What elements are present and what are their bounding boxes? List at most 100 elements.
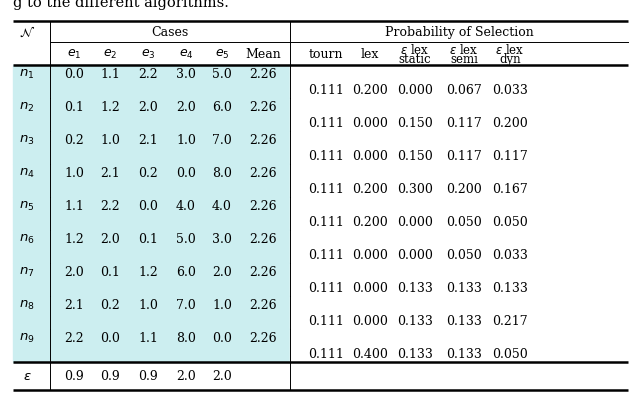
- Text: $\epsilon$ lex: $\epsilon$ lex: [495, 43, 525, 57]
- Text: 0.111: 0.111: [308, 249, 344, 262]
- Text: 0.033: 0.033: [492, 249, 528, 262]
- Text: 0.0: 0.0: [212, 331, 232, 344]
- Text: 1.0: 1.0: [64, 166, 84, 179]
- Text: 0.133: 0.133: [397, 315, 433, 328]
- Bar: [290, 296, 628, 329]
- Bar: [290, 329, 628, 362]
- Text: $n_3$: $n_3$: [19, 133, 35, 146]
- Text: 0.133: 0.133: [397, 281, 433, 294]
- Bar: [13, 329, 290, 362]
- Text: $n_2$: $n_2$: [19, 101, 35, 114]
- Text: 0.000: 0.000: [397, 84, 433, 97]
- Text: 0.111: 0.111: [308, 281, 344, 294]
- Text: 0.000: 0.000: [352, 117, 388, 130]
- Text: 0.050: 0.050: [492, 216, 528, 229]
- Text: 4.0: 4.0: [176, 199, 196, 212]
- Text: tourn: tourn: [308, 48, 343, 61]
- Text: 0.133: 0.133: [446, 281, 482, 294]
- Text: 0.150: 0.150: [397, 150, 433, 163]
- Text: 0.200: 0.200: [352, 84, 388, 97]
- Text: $n_7$: $n_7$: [19, 265, 35, 278]
- Text: 8.0: 8.0: [176, 331, 196, 344]
- Text: 0.117: 0.117: [446, 150, 482, 163]
- Text: $n_5$: $n_5$: [19, 199, 35, 212]
- Text: 2.0: 2.0: [100, 232, 120, 245]
- Text: 6.0: 6.0: [212, 101, 232, 113]
- Text: 0.0: 0.0: [100, 331, 120, 344]
- Text: 2.0: 2.0: [212, 370, 232, 382]
- Text: g to the different algorithms.: g to the different algorithms.: [13, 0, 229, 10]
- Bar: [290, 230, 628, 263]
- Text: 0.0: 0.0: [176, 166, 196, 179]
- Text: 2.2: 2.2: [64, 331, 84, 344]
- Bar: [290, 132, 628, 164]
- Text: 7.0: 7.0: [176, 298, 196, 311]
- Text: 0.2: 0.2: [64, 133, 84, 146]
- Bar: [290, 66, 628, 99]
- Bar: [290, 99, 628, 132]
- Text: 1.0: 1.0: [138, 298, 158, 311]
- Text: 2.26: 2.26: [249, 331, 277, 344]
- Text: 0.050: 0.050: [446, 216, 482, 229]
- Text: 0.000: 0.000: [352, 315, 388, 328]
- Text: 0.111: 0.111: [308, 347, 344, 360]
- Text: 1.0: 1.0: [100, 133, 120, 146]
- Text: 3.0: 3.0: [212, 232, 232, 245]
- Text: $n_8$: $n_8$: [19, 298, 35, 311]
- Text: 0.1: 0.1: [100, 265, 120, 278]
- Text: 0.111: 0.111: [308, 183, 344, 196]
- Text: 2.26: 2.26: [249, 133, 277, 146]
- Text: 0.050: 0.050: [446, 249, 482, 262]
- Text: 2.26: 2.26: [249, 265, 277, 278]
- Text: Mean: Mean: [245, 48, 281, 61]
- Text: 0.133: 0.133: [492, 281, 528, 294]
- Text: 2.26: 2.26: [249, 232, 277, 245]
- Text: 5.0: 5.0: [176, 232, 196, 245]
- Text: 2.2: 2.2: [138, 67, 158, 81]
- Text: 1.2: 1.2: [138, 265, 158, 278]
- Text: 0.300: 0.300: [397, 183, 433, 196]
- Text: 0.2: 0.2: [100, 298, 120, 311]
- Text: $e_4$: $e_4$: [179, 48, 193, 61]
- Text: 0.133: 0.133: [446, 347, 482, 360]
- Text: $n_6$: $n_6$: [19, 232, 35, 245]
- Text: 2.1: 2.1: [100, 166, 120, 179]
- Bar: [13, 99, 290, 132]
- Text: 5.0: 5.0: [212, 67, 232, 81]
- Text: 0.0: 0.0: [138, 199, 158, 212]
- Text: 0.9: 0.9: [64, 370, 84, 382]
- Text: static: static: [399, 53, 431, 66]
- Text: 0.9: 0.9: [138, 370, 158, 382]
- Text: 0.067: 0.067: [446, 84, 482, 97]
- Text: 0.111: 0.111: [308, 216, 344, 229]
- Text: 1.2: 1.2: [64, 232, 84, 245]
- Bar: [290, 263, 628, 296]
- Text: $\epsilon$ lex: $\epsilon$ lex: [401, 43, 429, 57]
- Text: $e_1$: $e_1$: [67, 48, 81, 61]
- Text: 2.26: 2.26: [249, 67, 277, 81]
- Text: 0.200: 0.200: [446, 183, 482, 196]
- Text: 0.117: 0.117: [446, 117, 482, 130]
- Text: $n_1$: $n_1$: [19, 67, 35, 81]
- Bar: [13, 230, 290, 263]
- Text: 2.2: 2.2: [100, 199, 120, 212]
- Text: 0.200: 0.200: [492, 117, 528, 130]
- Text: $n_9$: $n_9$: [19, 331, 35, 344]
- Text: 0.400: 0.400: [352, 347, 388, 360]
- Text: 0.050: 0.050: [492, 347, 528, 360]
- Text: 0.000: 0.000: [397, 249, 433, 262]
- Text: 7.0: 7.0: [212, 133, 232, 146]
- Text: 0.000: 0.000: [352, 150, 388, 163]
- Text: 1.1: 1.1: [64, 199, 84, 212]
- Text: 0.0: 0.0: [64, 67, 84, 81]
- Text: $e_5$: $e_5$: [215, 48, 229, 61]
- Text: 0.111: 0.111: [308, 315, 344, 328]
- Text: 0.200: 0.200: [352, 216, 388, 229]
- Text: 0.133: 0.133: [446, 315, 482, 328]
- Text: 0.033: 0.033: [492, 84, 528, 97]
- Text: 1.0: 1.0: [176, 133, 196, 146]
- Bar: [13, 296, 290, 329]
- Text: 0.1: 0.1: [138, 232, 158, 245]
- Text: 0.117: 0.117: [492, 150, 528, 163]
- Text: 2.26: 2.26: [249, 298, 277, 311]
